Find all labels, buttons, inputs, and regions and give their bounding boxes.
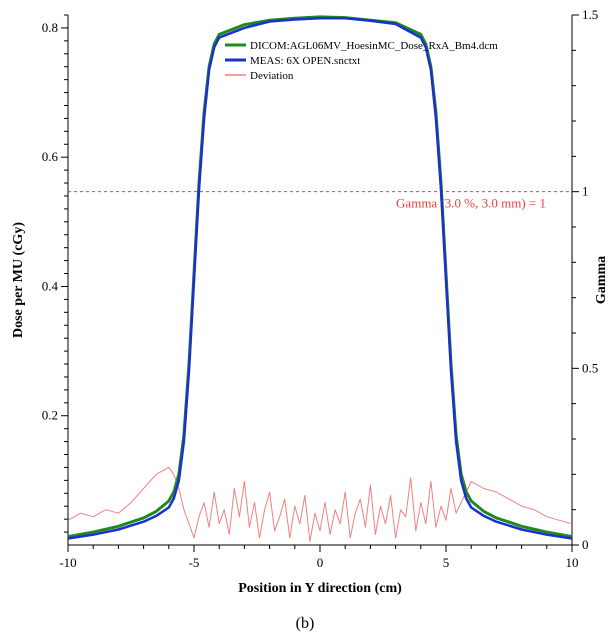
x-tick-label: -5: [189, 555, 200, 570]
tick-labels-layer: -10 -5 0 5 10 0.2 0.4 0.6 0.8 0 0.5 1 1.5: [42, 7, 599, 570]
x-tick-label: 5: [443, 555, 450, 570]
x-tick-label: 10: [566, 555, 579, 570]
legend-label-dicom: DICOM:AGL06MV_HoesinMC_Dose_RxA_Bm4.dcm: [250, 40, 498, 52]
figure-caption: (b): [296, 615, 315, 632]
legend-label-deviation: Deviation: [250, 70, 294, 82]
y2-tick-label: 0: [582, 537, 589, 552]
y-tick-label: 0.2: [42, 408, 58, 423]
series-line-meas: [67, 16, 573, 540]
y2-tick-label: 1.5: [582, 7, 598, 22]
x-axis-title: Position in Y direction (cm): [238, 581, 402, 596]
ticks-layer: [61, 14, 579, 552]
y2-tick-label: 1: [582, 184, 589, 199]
y-tick-label: 0.6: [42, 149, 59, 164]
legend-label-meas: MEAS: 6X OPEN.snctxt: [250, 55, 360, 67]
y2-tick-label: 0.5: [582, 360, 598, 375]
series-line-deviation: [67, 466, 573, 542]
gamma-threshold-label: Gamma (3.0 %, 3.0 mm) = 1: [396, 196, 546, 211]
y-tick-label: 0.4: [42, 278, 59, 293]
y-tick-label: 0.8: [42, 20, 58, 35]
x-tick-label: 0: [317, 555, 324, 570]
legend: DICOM:AGL06MV_HoesinMC_Dose_RxA_Bm4.dcm …: [225, 40, 498, 82]
y2-axis-title: Gamma: [594, 256, 609, 304]
y-axis-title: Dose per MU (cGy): [11, 222, 26, 338]
x-tick-label: -10: [59, 555, 76, 570]
series-layer: [67, 15, 573, 542]
series-line-dicom: [67, 15, 573, 539]
